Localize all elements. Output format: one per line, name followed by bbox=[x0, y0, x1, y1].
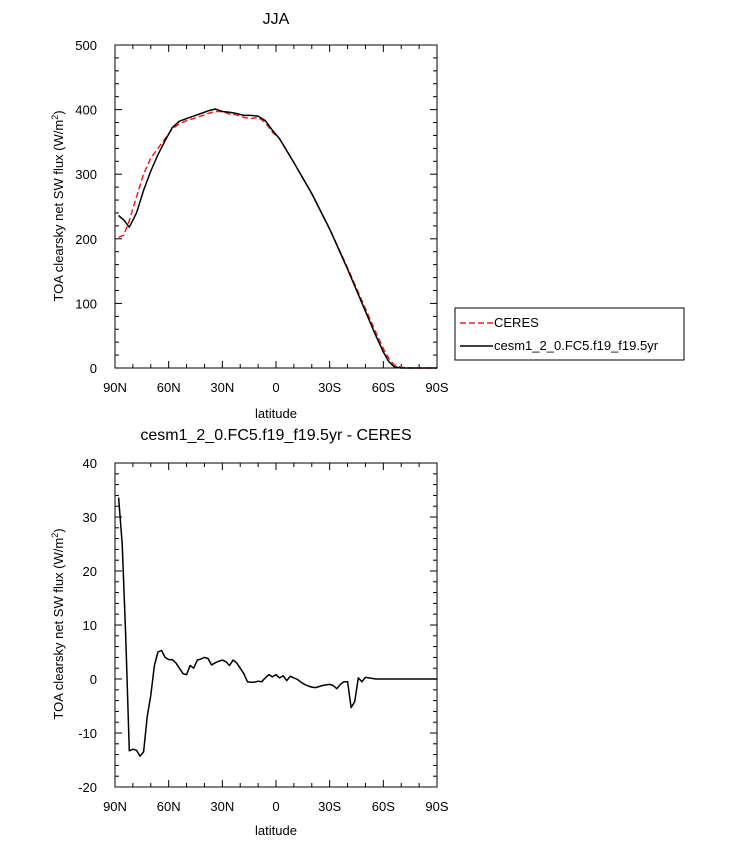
top-axes bbox=[114, 44, 438, 369]
bottom-x-tick-label: 0 bbox=[272, 799, 279, 814]
bottom-y-tick-label: 30 bbox=[83, 510, 97, 525]
top-x-tick-label: 60S bbox=[372, 380, 395, 395]
bottom-x-axis-label: latitude bbox=[255, 823, 297, 838]
top-x-tick-label: 30S bbox=[318, 380, 341, 395]
top-x-tick-label: 60N bbox=[157, 380, 181, 395]
bottom-chart-title: cesm1_2_0.FC5.f19_f19.5yr - CERES bbox=[140, 427, 411, 444]
bottom-x-tick-label: 60N bbox=[157, 799, 181, 814]
top-x-tick-label: 90N bbox=[103, 380, 127, 395]
top-x-tick-label: 0 bbox=[272, 380, 279, 395]
bottom-y-tick-label: 40 bbox=[83, 456, 97, 471]
bottom-y-tick-label: -10 bbox=[78, 726, 97, 741]
bottom-x-tick-label: 30S bbox=[318, 799, 341, 814]
bottom-axes bbox=[114, 462, 438, 788]
top-plot-frame bbox=[114, 44, 438, 369]
top-y-tick-label: 0 bbox=[90, 361, 97, 376]
bottom-x-tick-label: 90S bbox=[425, 799, 448, 814]
bottom-plot-lines bbox=[117, 497, 437, 757]
panel-bottom: cesm1_2_0.FC5.f19_f19.5yr - CERES latitu… bbox=[50, 427, 449, 838]
top-x-tick-label: 30N bbox=[210, 380, 234, 395]
bottom-y-tick-label: -20 bbox=[78, 780, 97, 795]
bottom-y-tick-label: 10 bbox=[83, 618, 97, 633]
legend-box bbox=[454, 307, 685, 361]
panel-top: JJA latitude TOA clearsky net SW flux (W… bbox=[50, 11, 449, 421]
top-plot-lines bbox=[118, 108, 437, 369]
bottom-x-tick-label: 60S bbox=[372, 799, 395, 814]
top-y-tick-label: 200 bbox=[75, 232, 97, 247]
top-y-tick-label: 300 bbox=[75, 167, 97, 182]
top-x-axis-label: latitude bbox=[255, 406, 297, 421]
top-series-line-0 bbox=[118, 110, 437, 369]
top-x-tick-label: 90S bbox=[425, 380, 448, 395]
top-y-tick-label: 400 bbox=[75, 103, 97, 118]
bottom-y-tick-label: 20 bbox=[83, 564, 97, 579]
bottom-x-tick-label: 30N bbox=[210, 799, 234, 814]
top-tick-labels: 90N 60N 30N 0 30S 60S 90S 0 100 200 300 400 500 bbox=[75, 38, 449, 395]
top-y-tick-label: 100 bbox=[75, 296, 97, 311]
top-y-tick-label: 500 bbox=[75, 38, 97, 53]
bottom-plot-frame bbox=[114, 462, 438, 788]
legend-label-cesm: cesm1_2_0.FC5.f19_f19.5yr bbox=[494, 338, 659, 353]
legend-label-ceres: CERES bbox=[494, 315, 539, 330]
bottom-y-axis-label: TOA clearsky net SW flux (W/m2) bbox=[50, 528, 66, 719]
top-series-line-1 bbox=[118, 108, 437, 369]
legend: CERES cesm1_2_0.FC5.f19_f19.5yr bbox=[454, 307, 685, 361]
bottom-series-line-0 bbox=[117, 497, 437, 757]
bottom-y-tick-label: 0 bbox=[90, 672, 97, 687]
bottom-tick-labels: 90N 60N 30N 0 30S 60S 90S -20 -10 0 10 20 30 40 bbox=[78, 456, 449, 814]
top-chart-title: JJA bbox=[263, 11, 290, 28]
bottom-x-tick-label: 90N bbox=[103, 799, 127, 814]
top-y-axis-label: TOA clearsky net SW flux (W/m2) bbox=[50, 110, 66, 301]
